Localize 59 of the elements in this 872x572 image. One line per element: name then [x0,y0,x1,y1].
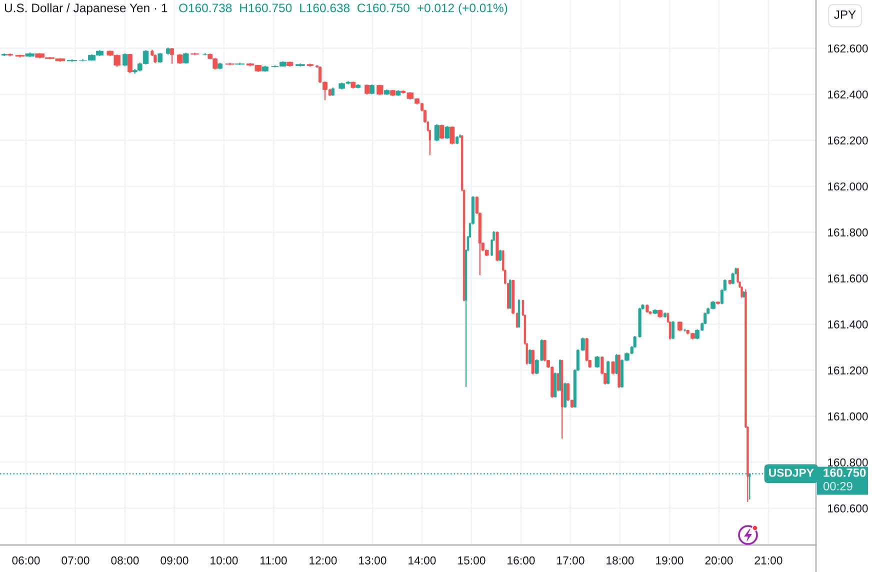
x-tick-label: 10:00 [210,556,238,564]
candlestick [736,268,739,284]
candlestick [434,124,440,142]
x-tick-label: 15:00 [458,556,486,564]
chart-title: U.S. Dollar / Japanese Yen · 1 [4,3,168,15]
candlestick [528,348,532,365]
candlestick [615,354,618,375]
candlestick [611,360,615,375]
candlestick [364,84,370,96]
candlestick [439,124,444,140]
y-tick-label: 161.600 [828,274,868,282]
x-tick-label: 11:00 [260,556,287,564]
x-tick-label: 21:00 [754,556,782,564]
candlestick [122,52,128,67]
candlestick [498,249,502,262]
candlestick [671,320,674,340]
y-tick-label: 162.200 [828,136,868,145]
y-tick-label: 161.000 [828,412,868,420]
x-tick-label: 14:00 [408,556,436,564]
annotation: H160.750 [240,4,292,12]
candlestick [450,126,455,145]
x-tick-label: 16:00 [508,556,535,564]
candlestick [740,286,743,298]
candlestick [444,125,450,140]
text: 00:29 [823,482,852,490]
annotation: L160.638 [300,4,350,12]
candlestick [170,48,174,64]
candlestick [606,360,610,385]
x-tick-label: 18:00 [606,556,634,564]
annotation: +0.012 (+0.01%) [417,3,508,15]
x-tick-label: 13:00 [359,556,386,564]
x-tick-label: 06:00 [12,556,40,564]
candlestick [531,349,534,375]
x-tick-label: 07:00 [62,556,90,564]
y-tick-label: 161.800 [828,228,868,236]
candlestick [563,382,567,408]
candlestick [557,372,560,392]
y-tick-label: 160.600 [828,504,868,512]
candlestick [554,372,557,398]
candlestick [370,84,374,95]
y-tick-label: 161.400 [828,320,868,328]
y-tick-label: 162.400 [828,90,868,99]
x-tick-label: 19:00 [656,556,684,564]
x-tick-label: 17:00 [557,556,584,564]
y-tick-label: 162.600 [828,44,868,53]
x-tick-label: 09:00 [160,556,188,564]
y-tick-label: 162.000 [828,182,868,191]
annotation: O160.738 [179,4,232,12]
x-tick-label: 12:00 [310,556,337,564]
x-tick-label: 20:00 [705,556,733,564]
x-tick-label: 08:00 [111,556,139,564]
ref-line-label: USDJPY [769,468,814,477]
y-tick-label: 160.800 [828,458,868,466]
y-axis-title: JPY [834,10,856,19]
candlestick [128,53,132,74]
annotation: C160.750 [357,4,410,12]
y-tick-label: 161.200 [828,366,868,374]
text: 160.750 [824,468,866,477]
candlestick [158,52,163,64]
